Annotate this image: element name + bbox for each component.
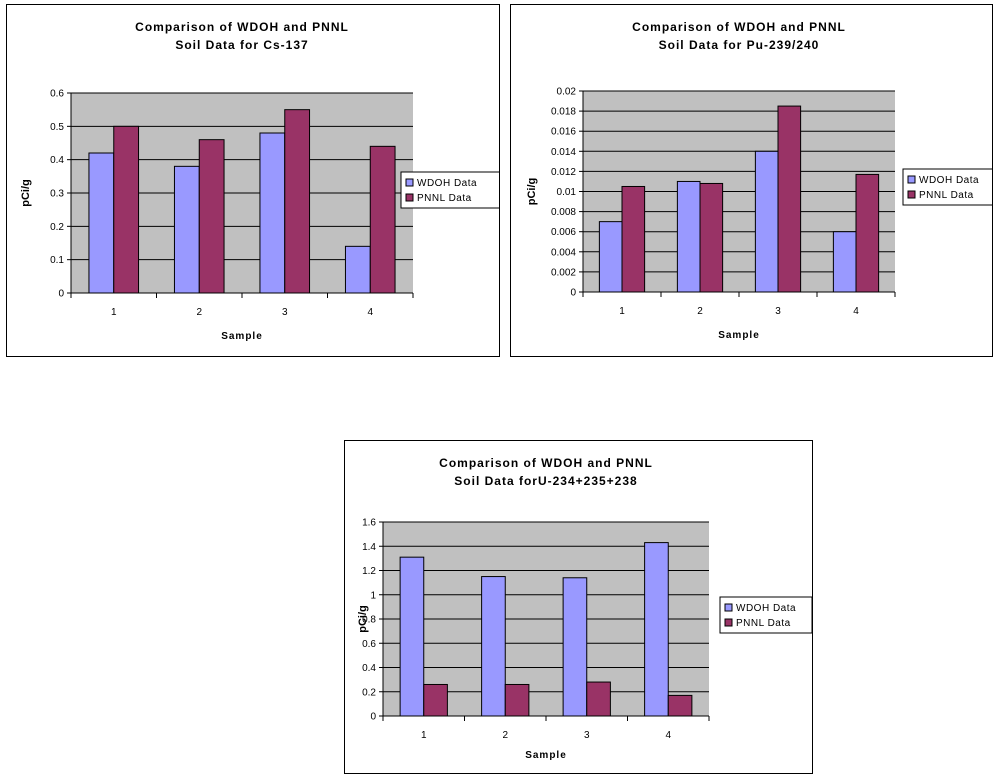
chart-u234: Comparison of WDOH and PNNL Soil Data for… bbox=[344, 440, 813, 774]
y-tick-label: 1.4 bbox=[362, 542, 376, 553]
chart-title-line: Soil Data for Pu-239/240 bbox=[659, 38, 820, 52]
y-tick-label: 0.6 bbox=[50, 89, 64, 100]
bar-pnnl-sample-3 bbox=[777, 105, 802, 293]
legend-swatch-wdoh bbox=[405, 178, 414, 187]
bar-wdoh-sample-2 bbox=[173, 165, 200, 294]
bar-wdoh-sample-4 bbox=[344, 245, 371, 294]
bar-wdoh-sample-2 bbox=[481, 576, 506, 717]
legend-box bbox=[902, 168, 992, 206]
y-tick-label: 0.006 bbox=[551, 227, 576, 238]
chart-u234-svg: Comparison of WDOH and PNNL Soil Data for… bbox=[357, 456, 812, 761]
x-tick-label: 1 bbox=[619, 306, 625, 317]
bar-pnnl-sample-3 bbox=[284, 109, 311, 294]
y-tick-label: 1.6 bbox=[362, 518, 376, 529]
legend-label: WDOH Data bbox=[417, 178, 477, 189]
chart-title-line: Soil Data for Cs-137 bbox=[175, 38, 308, 52]
x-tick-label: 3 bbox=[584, 730, 590, 741]
y-tick-label: 0 bbox=[370, 712, 376, 723]
bar-pnnl-sample-2 bbox=[504, 683, 530, 717]
legend-label: WDOH Data bbox=[919, 175, 979, 186]
y-tick-label: 0.008 bbox=[551, 207, 576, 218]
x-axis-title: Sample bbox=[221, 331, 263, 342]
y-tick-label: 0.8 bbox=[362, 615, 376, 626]
bar-pnnl-sample-1 bbox=[113, 125, 140, 294]
x-tick-label: 1 bbox=[421, 730, 427, 741]
y-tick-label: 0.018 bbox=[551, 107, 576, 118]
chart-title-line: Comparison of WDOH and PNNL bbox=[632, 20, 846, 34]
legend-swatch-pnnl bbox=[724, 618, 733, 627]
legend-swatch-wdoh bbox=[724, 603, 733, 612]
legend-box bbox=[400, 171, 499, 209]
y-axis-title: pCi/g bbox=[357, 605, 369, 633]
bar-pnnl-sample-1 bbox=[621, 185, 646, 293]
chart-pu239-svg: Comparison of WDOH and PNNL Soil Data for… bbox=[526, 20, 992, 341]
x-tick-label: 3 bbox=[282, 307, 288, 318]
legend-swatch-pnnl bbox=[405, 193, 414, 202]
y-tick-label: 0.2 bbox=[50, 222, 64, 233]
chart-pu239: Comparison of WDOH and PNNL Soil Data for… bbox=[510, 4, 993, 357]
chart-cs137-svg: Comparison of WDOH and PNNL Soil Data for… bbox=[20, 20, 499, 342]
x-tick-label: 2 bbox=[502, 730, 508, 741]
y-tick-label: 0.02 bbox=[557, 87, 577, 98]
bar-pnnl-sample-4 bbox=[667, 694, 693, 717]
legend-box bbox=[719, 596, 812, 634]
x-tick-label: 4 bbox=[665, 730, 671, 741]
legend-swatch-wdoh bbox=[907, 175, 916, 184]
legend-label: WDOH Data bbox=[736, 603, 796, 614]
bar-wdoh-sample-3 bbox=[259, 132, 286, 294]
chart-title-line: Comparison of WDOH and PNNL bbox=[439, 456, 653, 470]
x-tick-label: 2 bbox=[196, 307, 202, 318]
x-tick-label: 4 bbox=[367, 307, 373, 318]
bar-wdoh-sample-4 bbox=[644, 542, 669, 717]
y-tick-label: 0.1 bbox=[50, 255, 64, 266]
y-tick-label: 0.6 bbox=[362, 639, 376, 650]
bar-pnnl-sample-4 bbox=[855, 173, 880, 293]
legend-swatch-pnnl bbox=[907, 190, 916, 199]
bar-wdoh-sample-1 bbox=[399, 556, 425, 717]
bar-pnnl-sample-2 bbox=[699, 182, 724, 293]
bar-pnnl-sample-1 bbox=[423, 683, 448, 717]
bar-wdoh-sample-1 bbox=[88, 152, 115, 294]
y-tick-label: 1 bbox=[370, 590, 376, 601]
y-tick-label: 0.3 bbox=[50, 189, 64, 200]
y-tick-label: 0 bbox=[58, 289, 64, 300]
y-tick-label: 0.002 bbox=[551, 267, 576, 278]
bar-pnnl-sample-2 bbox=[198, 139, 225, 294]
legend-label: PNNL Data bbox=[919, 190, 974, 201]
y-tick-label: 0 bbox=[570, 288, 576, 299]
bar-pnnl-sample-3 bbox=[586, 681, 611, 717]
legend-label: PNNL Data bbox=[417, 193, 472, 204]
y-tick-label: 0.004 bbox=[551, 247, 576, 258]
y-tick-label: 0.4 bbox=[50, 155, 64, 166]
bar-wdoh-sample-3 bbox=[562, 577, 588, 717]
y-tick-label: 0.2 bbox=[362, 687, 376, 698]
x-axis-title: Sample bbox=[718, 330, 760, 341]
chart-title-line: Soil Data forU-234+235+238 bbox=[454, 474, 637, 488]
y-tick-label: 0.012 bbox=[551, 167, 576, 178]
x-tick-label: 2 bbox=[697, 306, 703, 317]
bar-wdoh-sample-2 bbox=[676, 180, 701, 293]
bar-wdoh-sample-4 bbox=[832, 231, 857, 293]
x-tick-label: 4 bbox=[853, 306, 859, 317]
chart-title-line: Comparison of WDOH and PNNL bbox=[135, 20, 349, 34]
y-tick-label: 0.016 bbox=[551, 127, 576, 138]
y-tick-label: 0.01 bbox=[557, 187, 577, 198]
y-tick-label: 1.2 bbox=[362, 566, 376, 577]
y-axis-title: pCi/g bbox=[20, 179, 32, 207]
y-tick-label: 0.014 bbox=[551, 147, 576, 158]
x-tick-label: 3 bbox=[775, 306, 781, 317]
x-axis-title: Sample bbox=[525, 750, 567, 761]
bar-pnnl-sample-4 bbox=[369, 145, 396, 294]
legend-label: PNNL Data bbox=[736, 618, 791, 629]
bar-wdoh-sample-1 bbox=[598, 221, 623, 293]
y-axis-title: pCi/g bbox=[526, 178, 538, 206]
y-tick-label: 0.4 bbox=[362, 663, 376, 674]
bar-wdoh-sample-3 bbox=[754, 150, 779, 293]
y-tick-label: 0.5 bbox=[50, 122, 64, 133]
chart-cs137: Comparison of WDOH and PNNL Soil Data for… bbox=[6, 4, 500, 357]
x-tick-label: 1 bbox=[111, 307, 117, 318]
